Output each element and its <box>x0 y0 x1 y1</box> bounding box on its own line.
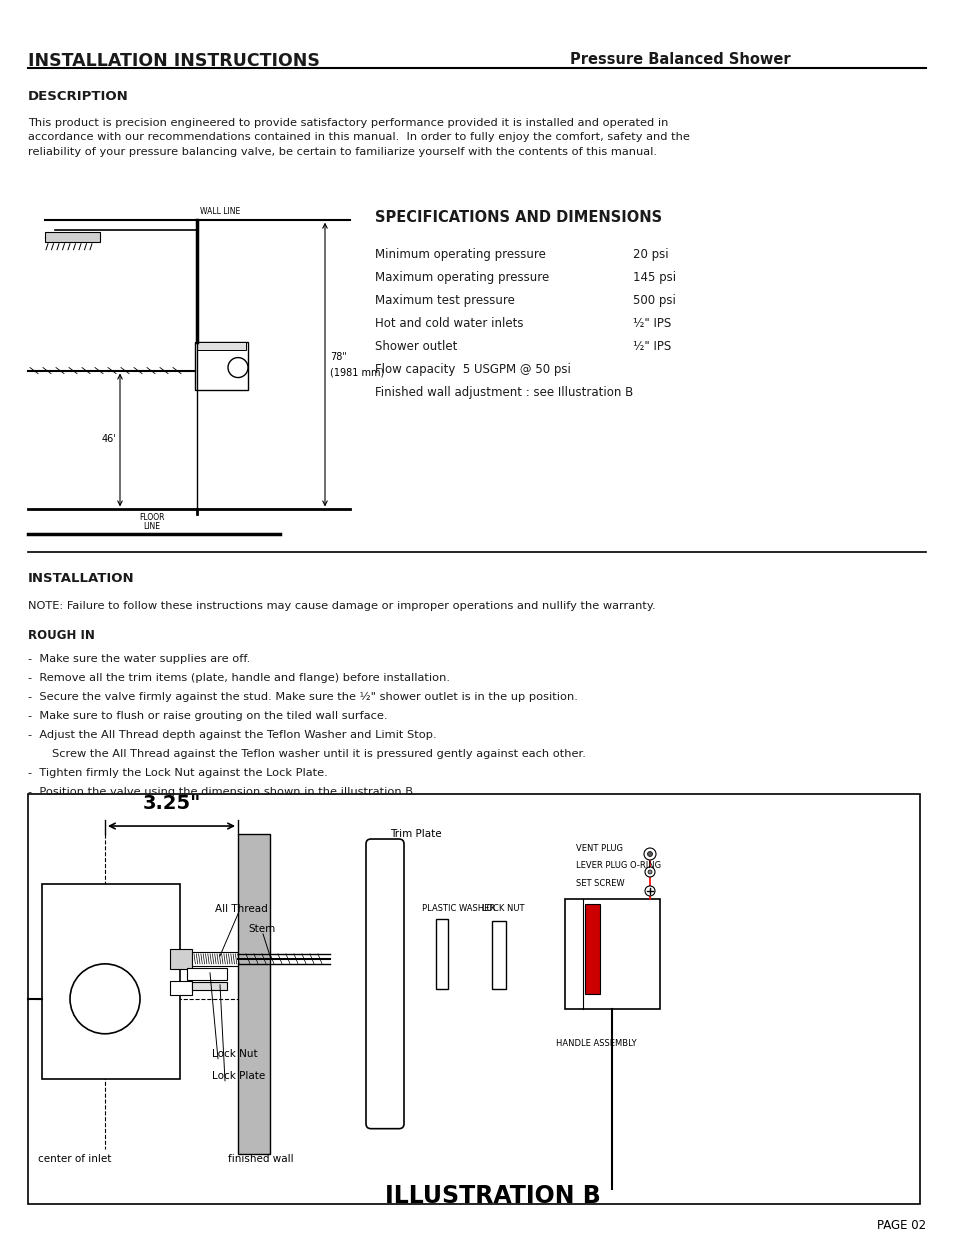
FancyBboxPatch shape <box>366 839 403 1129</box>
Bar <box>564 899 659 1009</box>
Text: Minimum operating pressure: Minimum operating pressure <box>375 248 545 261</box>
Bar <box>170 948 192 969</box>
Bar <box>42 884 180 1078</box>
Circle shape <box>70 963 140 1034</box>
Circle shape <box>643 848 656 860</box>
Bar <box>192 982 227 989</box>
Text: Hot and cold water inlets: Hot and cold water inlets <box>375 316 523 330</box>
Bar <box>192 952 237 966</box>
Text: PLASTIC WASHER: PLASTIC WASHER <box>421 904 495 913</box>
Text: Screw the All Thread against the Teflon washer until it is pressured gently agai: Screw the All Thread against the Teflon … <box>52 750 585 760</box>
Bar <box>45 232 100 242</box>
Text: LINE: LINE <box>143 522 160 531</box>
Text: -  Position the valve using the dimension shown in the illustration B.: - Position the valve using the dimension… <box>28 787 416 797</box>
Text: Flow capacity  5 USGPM @ 50 psi: Flow capacity 5 USGPM @ 50 psi <box>375 363 570 375</box>
Text: 46': 46' <box>102 435 116 445</box>
Text: Lock Plate: Lock Plate <box>212 1071 265 1081</box>
Text: 20 psi: 20 psi <box>633 248 668 261</box>
Text: WALL LINE: WALL LINE <box>200 206 240 216</box>
Text: ½" IPS: ½" IPS <box>633 340 671 353</box>
Text: Shower outlet: Shower outlet <box>375 340 456 353</box>
Text: SPECIFICATIONS AND DIMENSIONS: SPECIFICATIONS AND DIMENSIONS <box>375 210 661 225</box>
Text: HANDLE ASSEMBLY: HANDLE ASSEMBLY <box>556 1039 636 1047</box>
Text: 78": 78" <box>330 352 347 362</box>
Text: Lock Nut: Lock Nut <box>212 1049 257 1058</box>
Text: This product is precision engineered to provide satisfactory performance provide: This product is precision engineered to … <box>28 117 689 157</box>
Bar <box>194 342 248 389</box>
Text: (1981 mm): (1981 mm) <box>330 368 384 378</box>
Circle shape <box>647 869 651 874</box>
Text: LEVER PLUG O-RING: LEVER PLUG O-RING <box>576 861 660 869</box>
Bar <box>492 921 505 989</box>
Text: Maximum test pressure: Maximum test pressure <box>375 294 515 306</box>
Text: 3.25": 3.25" <box>142 794 200 813</box>
Text: All Thread: All Thread <box>214 904 268 914</box>
Text: -  Adjust the All Thread depth against the Teflon Washer and Limit Stop.: - Adjust the All Thread depth against th… <box>28 730 436 740</box>
Bar <box>196 342 246 350</box>
Bar <box>28 794 919 1204</box>
Text: LOCK NUT: LOCK NUT <box>481 904 524 913</box>
Text: 145 psi: 145 psi <box>633 270 676 284</box>
Bar <box>187 968 227 979</box>
Text: ROUGH IN: ROUGH IN <box>28 630 94 642</box>
Text: -  Remove all the trim items (plate, handle and flange) before installation.: - Remove all the trim items (plate, hand… <box>28 673 450 683</box>
Text: Trim Plate: Trim Plate <box>390 829 441 839</box>
Text: -  Secure the valve firmly against the stud. Make sure the ½" shower outlet is i: - Secure the valve firmly against the st… <box>28 692 578 703</box>
Text: VENT PLUG: VENT PLUG <box>576 844 622 853</box>
Text: INSTALLATION: INSTALLATION <box>28 572 134 585</box>
Text: Pressure Balanced Shower: Pressure Balanced Shower <box>569 52 790 67</box>
Text: -  Make sure to flush or raise grouting on the tiled wall surface.: - Make sure to flush or raise grouting o… <box>28 711 387 721</box>
Bar <box>436 919 448 989</box>
Text: center of inlet: center of inlet <box>38 1153 112 1163</box>
Circle shape <box>644 867 655 877</box>
Text: Stem: Stem <box>248 924 275 934</box>
Text: FLOOR: FLOOR <box>139 514 165 522</box>
Text: 500 psi: 500 psi <box>633 294 675 306</box>
Text: INSTALLATION INSTRUCTIONS: INSTALLATION INSTRUCTIONS <box>28 52 319 70</box>
Text: -  Tighten firmly the Lock Nut against the Lock Plate.: - Tighten firmly the Lock Nut against th… <box>28 768 328 778</box>
Circle shape <box>644 885 655 895</box>
Text: PAGE 02: PAGE 02 <box>876 1219 925 1231</box>
Circle shape <box>228 358 248 378</box>
Text: ½" IPS: ½" IPS <box>633 316 671 330</box>
Text: Maximum operating pressure: Maximum operating pressure <box>375 270 549 284</box>
Bar <box>237 834 270 1153</box>
Text: DESCRIPTION: DESCRIPTION <box>28 90 129 103</box>
Text: Finished wall adjustment : see Illustration B: Finished wall adjustment : see Illustrat… <box>375 385 633 399</box>
Bar <box>584 904 599 994</box>
Bar <box>170 981 192 995</box>
Circle shape <box>647 851 652 857</box>
Text: NOTE: Failure to follow these instructions may cause damage or improper operatio: NOTE: Failure to follow these instructio… <box>28 601 655 611</box>
Text: -  Make sure the water supplies are off.: - Make sure the water supplies are off. <box>28 655 250 664</box>
Text: finished wall: finished wall <box>228 1153 294 1163</box>
Text: ILLUSTRATION B: ILLUSTRATION B <box>385 1183 600 1208</box>
Text: SET SCREW: SET SCREW <box>576 879 624 888</box>
